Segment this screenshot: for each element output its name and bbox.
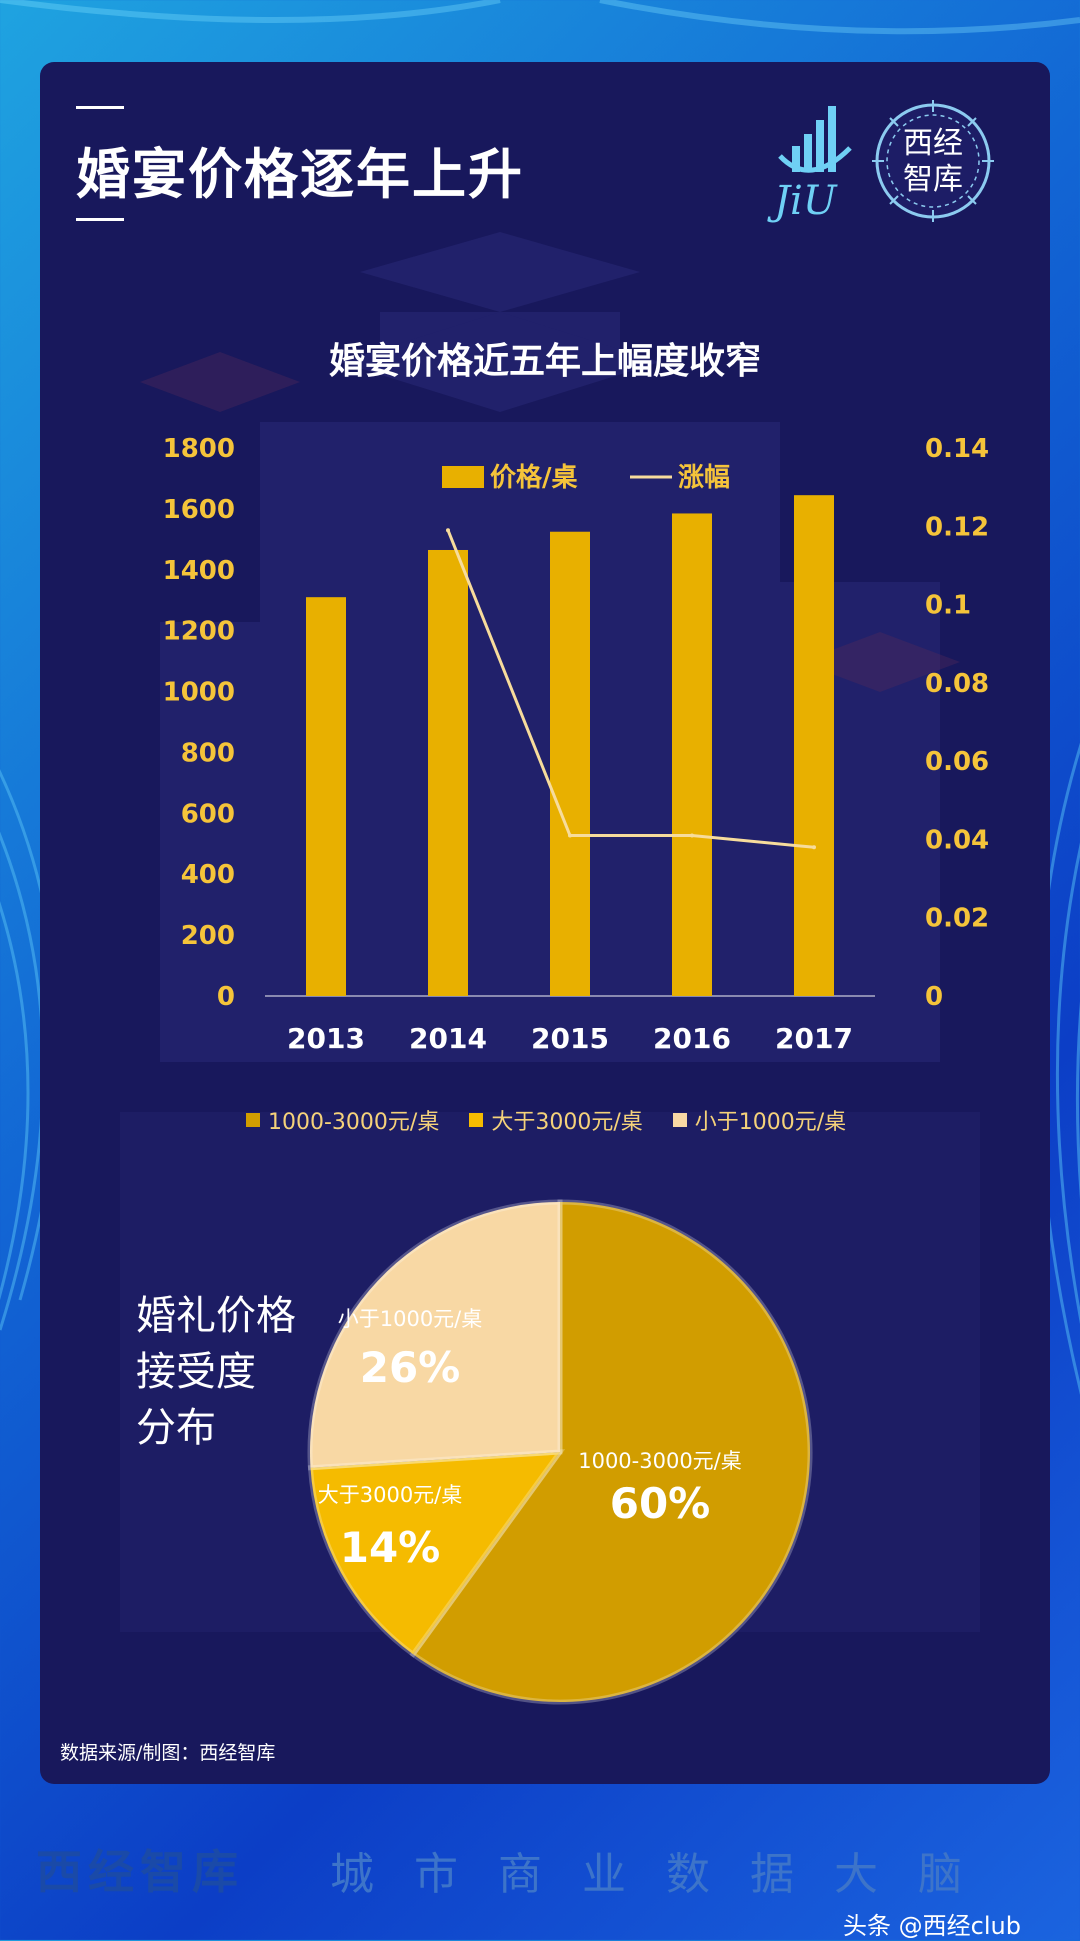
y-left-tick-label: 400 [181,860,235,890]
pie-legend-label: 1000-3000元/桌 [268,1110,440,1135]
y-right-tick-label: 0.06 [925,747,989,777]
x-tick-label: 2015 [531,1022,609,1055]
pie-title-line: 分布 [136,1405,216,1451]
x-tick-label: 2014 [409,1022,487,1055]
y-right-tick-label: 0.12 [925,512,989,542]
footer-brand: 西经智库 [36,1845,244,1899]
pie-legend-item: 1000-3000元/桌 [246,1104,439,1136]
x-tick-label: 2017 [775,1022,853,1055]
y-right-tick-label: 0 [925,982,943,1012]
title-rule-top [76,106,124,109]
charts-svg: 0 200 400 600 800 1000 1200 1400 1600 1800 0 0.02 0.… [163,434,989,1705]
y-right-tick-label: 0.08 [925,669,989,699]
bar [794,495,834,996]
y-right-tick-label: 0.02 [925,904,989,934]
line-point [568,833,572,838]
legend-swatch [469,1113,484,1127]
pie-slice [409,1199,813,1705]
x-tick-label: 2016 [653,1022,731,1055]
footer-slogan: 城市商业数据大脑 [330,1849,1002,1900]
line-point [812,845,816,850]
title-rule-bottom [76,218,124,221]
line-point [446,528,450,533]
bar [428,549,468,996]
pie-title-line: 婚礼价格 [136,1293,296,1339]
brand-logo: JiU 西经智库 [770,98,1000,228]
bar-logo-icon [778,106,852,173]
pie-slice-label: 小于1000元/桌 [338,1307,483,1331]
y-left-tick-label: 1000 [163,678,235,708]
bar [306,597,346,996]
logo-latin-text: JiU [774,178,837,224]
pie-slice-label: 1000-3000元/桌 [578,1449,742,1473]
pie-slice-value: 60% [610,1479,711,1528]
legend-swatch [246,1113,260,1127]
pie-title-line: 接受度 [136,1349,256,1395]
pie-legend-item: 小于1000元/桌 [672,1104,847,1136]
seal-icon [872,100,994,222]
pie-legend: 1000-3000元/桌 大于3000元/桌 小于1000元/桌 [246,1104,846,1136]
bar [550,531,590,996]
y-left-tick-label: 0 [217,982,235,1012]
y-left-tick-label: 600 [181,799,235,829]
y-right-tick-label: 0.14 [925,434,989,464]
y-left-tick-label: 800 [181,738,235,768]
legend-bar-label: 价格/桌 [490,462,578,493]
bar [672,513,712,996]
y-left-tick-label: 1600 [163,495,235,525]
y-right-tick-label: 0.04 [925,825,989,855]
y-right-tick-label: 0.1 [925,591,971,621]
pie-slice [307,1199,563,1471]
legend-bar-swatch [442,466,484,488]
watermark: 头条 @西经club [843,1912,1021,1940]
infographic-card: 婚宴价格逐年上升 JiU 西经智库 婚宴价格近五年上幅度收窄 0 [40,62,1050,1784]
pie-slice-value: 26% [360,1343,461,1392]
pie-slice-value: 14% [340,1523,441,1572]
legend-swatch [672,1113,687,1127]
y-left-tick-label: 1200 [163,617,235,647]
y-left-tick-label: 1800 [163,434,235,464]
y-left-tick-label: 1400 [163,556,235,586]
page-title: 婚宴价格逐年上升 [76,142,524,206]
pie-legend-label: 大于3000元/桌 [491,1110,643,1135]
pie-legend-label: 小于1000元/桌 [694,1110,847,1135]
data-source-note: 数据来源/制图：西经智库 [60,1742,276,1764]
line-point [690,833,694,838]
pie-chart-title: 婚礼价格 接受度 分布 [136,1288,326,1456]
x-tick-label: 2013 [287,1022,365,1055]
y-left-tick-label: 200 [181,921,235,951]
pie-slice [307,1449,566,1658]
line-series-path [446,529,815,849]
combo-chart-title: 婚宴价格近五年上幅度收窄 [328,340,761,382]
pie-slice-label: 大于3000元/桌 [318,1483,463,1507]
seal-text: 西经智库 [903,126,963,197]
legend-line-label: 涨幅 [678,463,730,493]
pie-legend-item: 大于3000元/桌 [469,1104,643,1136]
